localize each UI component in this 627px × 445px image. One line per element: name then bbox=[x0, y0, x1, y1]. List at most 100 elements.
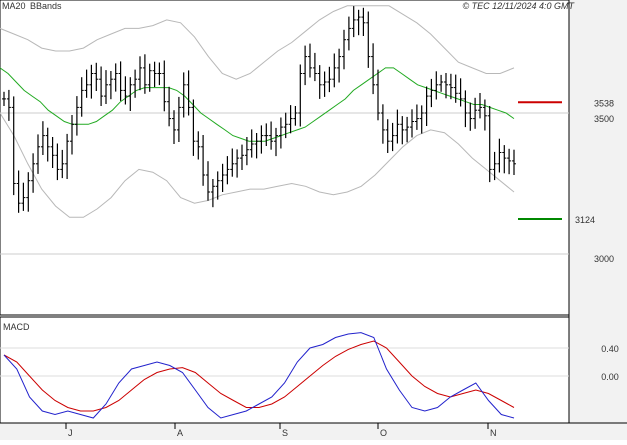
price-bar bbox=[429, 78, 434, 108]
y-tick-3500: 3500 bbox=[594, 114, 614, 124]
price-bar bbox=[332, 53, 337, 88]
price-bar bbox=[444, 73, 448, 99]
month-label: O bbox=[380, 428, 387, 438]
price-bar bbox=[201, 135, 206, 186]
month-label: J bbox=[68, 428, 73, 438]
ma20-legend: MA20 bbox=[2, 1, 26, 11]
price-bar bbox=[293, 106, 298, 126]
price-bar bbox=[288, 105, 293, 134]
price-bars bbox=[2, 6, 516, 213]
price-bar bbox=[487, 106, 492, 183]
price-bar bbox=[405, 116, 410, 143]
bottom-axis-area bbox=[0, 423, 627, 440]
price-bar bbox=[142, 54, 147, 94]
price-bar bbox=[327, 66, 332, 93]
price-bar bbox=[390, 122, 395, 152]
price-bar bbox=[70, 115, 74, 155]
price-bar bbox=[65, 133, 70, 179]
resistance-label: 3538 bbox=[594, 98, 614, 108]
price-bar bbox=[84, 69, 89, 98]
price-bar bbox=[123, 76, 128, 105]
price-bar bbox=[118, 61, 123, 101]
y-tick-3000: 3000 bbox=[594, 254, 614, 264]
price-bar bbox=[497, 138, 502, 173]
price-bar bbox=[50, 137, 55, 168]
price-bar bbox=[478, 93, 482, 119]
price-bar bbox=[206, 161, 210, 201]
copyright: © TEC 12/11/2024 4:0 GMT bbox=[462, 1, 575, 11]
price-bar bbox=[128, 77, 133, 111]
price-bar bbox=[317, 65, 322, 99]
price-bar bbox=[468, 102, 473, 131]
price-bar bbox=[400, 116, 405, 145]
month-label: A bbox=[177, 428, 183, 438]
price-bar bbox=[303, 45, 308, 86]
bbands-legend: BBands bbox=[30, 1, 62, 11]
price-bar bbox=[249, 129, 254, 158]
price-bar bbox=[6, 89, 11, 121]
price-bar bbox=[99, 66, 104, 106]
price-bar bbox=[448, 73, 453, 100]
price-bar bbox=[419, 105, 424, 134]
right-axis-area bbox=[569, 0, 627, 423]
price-bar bbox=[181, 72, 186, 118]
price-bar bbox=[366, 11, 371, 68]
price-bar bbox=[26, 172, 31, 212]
price-bar bbox=[133, 69, 138, 98]
price-bar bbox=[492, 151, 497, 181]
price-bar bbox=[274, 127, 278, 157]
month-label: N bbox=[490, 428, 497, 438]
price-bar bbox=[215, 171, 220, 200]
price-bar bbox=[346, 16, 351, 51]
price-bar bbox=[356, 9, 361, 36]
price-bar bbox=[259, 125, 264, 154]
price-bar bbox=[254, 133, 259, 159]
price-bar bbox=[458, 78, 463, 107]
price-bar bbox=[2, 91, 6, 106]
price-bar bbox=[79, 77, 84, 117]
price-bar bbox=[371, 43, 376, 95]
price-bar bbox=[36, 134, 40, 174]
support-label: 3124 bbox=[575, 215, 595, 225]
price-bar bbox=[31, 153, 36, 193]
price-bar bbox=[108, 71, 113, 100]
price-bar bbox=[113, 63, 118, 92]
price-bar bbox=[376, 69, 380, 121]
price-bar bbox=[94, 62, 99, 91]
price-bar bbox=[278, 117, 283, 149]
price-bar bbox=[512, 149, 516, 175]
macd-line bbox=[3, 332, 515, 419]
price-bar bbox=[225, 156, 230, 185]
price-bar bbox=[322, 71, 327, 97]
price-bar bbox=[269, 121, 274, 150]
price-bar bbox=[453, 74, 458, 103]
price-bar bbox=[507, 148, 512, 175]
macd-signal-line bbox=[3, 340, 515, 412]
price-bar bbox=[337, 48, 342, 83]
price-bar bbox=[60, 149, 65, 179]
price-bar bbox=[385, 119, 390, 153]
bband-upper bbox=[0, 5, 515, 80]
price-bar bbox=[298, 64, 303, 127]
price-bar bbox=[45, 127, 50, 162]
price-bar bbox=[138, 56, 142, 91]
price-bar bbox=[147, 63, 152, 92]
price-bar bbox=[104, 70, 108, 104]
price-bar bbox=[395, 109, 400, 144]
price-bar bbox=[235, 149, 240, 178]
macd-tick-040: 0.40 bbox=[601, 344, 619, 354]
price-bar bbox=[21, 182, 26, 211]
price-bar bbox=[167, 86, 172, 127]
price-bar bbox=[176, 96, 181, 142]
macd-lines bbox=[3, 332, 515, 419]
price-bar bbox=[283, 112, 288, 139]
macd-panel bbox=[0, 316, 570, 424]
month-label: S bbox=[282, 428, 288, 438]
price-bar bbox=[196, 131, 201, 160]
price-bar bbox=[463, 90, 468, 128]
price-bar bbox=[162, 60, 167, 112]
price-bar bbox=[89, 64, 94, 99]
macd-title: MACD bbox=[3, 322, 30, 332]
price-bar bbox=[361, 7, 366, 36]
